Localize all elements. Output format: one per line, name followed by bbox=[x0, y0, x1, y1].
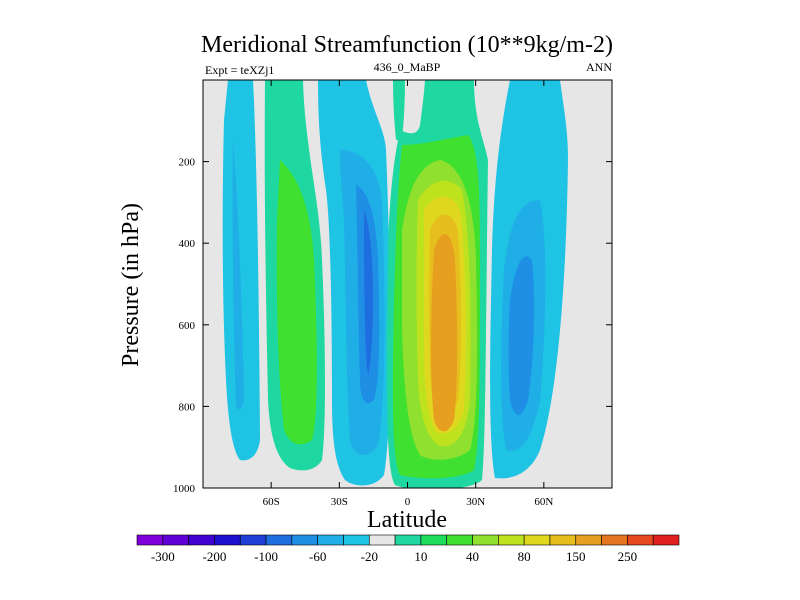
x-tick-label: 30S bbox=[331, 496, 348, 508]
contour-band bbox=[508, 256, 535, 415]
x-tick-label: 60S bbox=[263, 496, 280, 508]
contour-fill-group bbox=[222, 80, 568, 488]
colorbar-swatch bbox=[575, 534, 602, 546]
y-tick-label: 600 bbox=[179, 320, 196, 332]
y-tick-label: 800 bbox=[179, 401, 196, 413]
contour-band bbox=[222, 80, 260, 461]
x-axis: 60S 30S 0 30N 60N bbox=[263, 80, 553, 508]
contour-band bbox=[232, 140, 244, 410]
contour-cell-equatorial-upper bbox=[393, 80, 405, 140]
x-tick-label: 60N bbox=[534, 496, 553, 508]
colorbar-swatch bbox=[317, 534, 344, 546]
colorbar-label: -100 bbox=[254, 549, 278, 564]
colorbar-label: 150 bbox=[566, 549, 586, 564]
y-tick-label: 400 bbox=[179, 238, 196, 250]
colorbar-swatch bbox=[343, 534, 370, 546]
y-tick-label: 1000 bbox=[173, 483, 196, 495]
contour-cell-northern-ferrel bbox=[490, 80, 568, 479]
contour-band bbox=[276, 160, 317, 445]
x-tick-label: 30N bbox=[466, 496, 485, 508]
colorbar: -300 -200 -100 -60 -20 10 40 80 150 250 bbox=[136, 534, 680, 564]
contour-cell-farsouth bbox=[222, 80, 260, 461]
contour-cell-southern-ferrel bbox=[264, 80, 325, 471]
colorbar-label: -300 bbox=[151, 549, 175, 564]
chart-subtitle-left: Expt = teXZj1 bbox=[205, 63, 274, 77]
colorbar-swatch bbox=[549, 534, 577, 546]
y-tick-label: 200 bbox=[179, 157, 196, 169]
chart-title: Meridional Streamfunction (10**9kg/m-2) bbox=[201, 32, 613, 58]
colorbar-swatch bbox=[239, 534, 267, 546]
colorbar-swatch bbox=[291, 534, 318, 546]
colorbar-swatch bbox=[523, 534, 551, 546]
colorbar-swatch bbox=[188, 534, 215, 546]
colorbar-swatch bbox=[472, 534, 499, 546]
x-axis-label: Latitude bbox=[367, 507, 447, 533]
chart-subtitle-center: 436_0_MaBP bbox=[374, 60, 441, 74]
colorbar-swatch bbox=[214, 534, 241, 546]
contour-cell-southern-hadley bbox=[318, 80, 391, 486]
colorbar-label: 80 bbox=[518, 549, 531, 564]
colorbar-swatch bbox=[394, 534, 422, 546]
colorbar-swatch bbox=[498, 534, 525, 546]
colorbar-label: 40 bbox=[466, 549, 479, 564]
colorbar-swatch bbox=[446, 534, 473, 546]
contour-band bbox=[431, 233, 458, 432]
plot-area bbox=[202, 79, 613, 489]
y-axis-label: Pressure (in hPa) bbox=[118, 203, 144, 367]
colorbar-label: -20 bbox=[361, 549, 378, 564]
colorbar-swatch bbox=[368, 534, 396, 546]
colorbar-swatch bbox=[627, 534, 654, 546]
colorbar-swatch bbox=[265, 534, 293, 546]
colorbar-label: 250 bbox=[618, 549, 638, 564]
x-tick-label: 0 bbox=[405, 496, 411, 508]
colorbar-swatch bbox=[136, 534, 164, 546]
contour-cell-northern-hadley bbox=[386, 80, 488, 488]
colorbar-swatch bbox=[601, 534, 628, 546]
colorbar-label: -200 bbox=[203, 549, 227, 564]
colorbar-swatch bbox=[162, 534, 189, 546]
contour-band bbox=[364, 210, 373, 375]
chart-subtitle-right: ANN bbox=[586, 60, 612, 74]
colorbar-swatch bbox=[420, 534, 448, 546]
y-axis: 200 400 600 800 1000 bbox=[173, 157, 612, 495]
colorbar-label: -60 bbox=[309, 549, 326, 564]
colorbar-label: 10 bbox=[414, 549, 427, 564]
colorbar-swatch bbox=[652, 534, 680, 546]
